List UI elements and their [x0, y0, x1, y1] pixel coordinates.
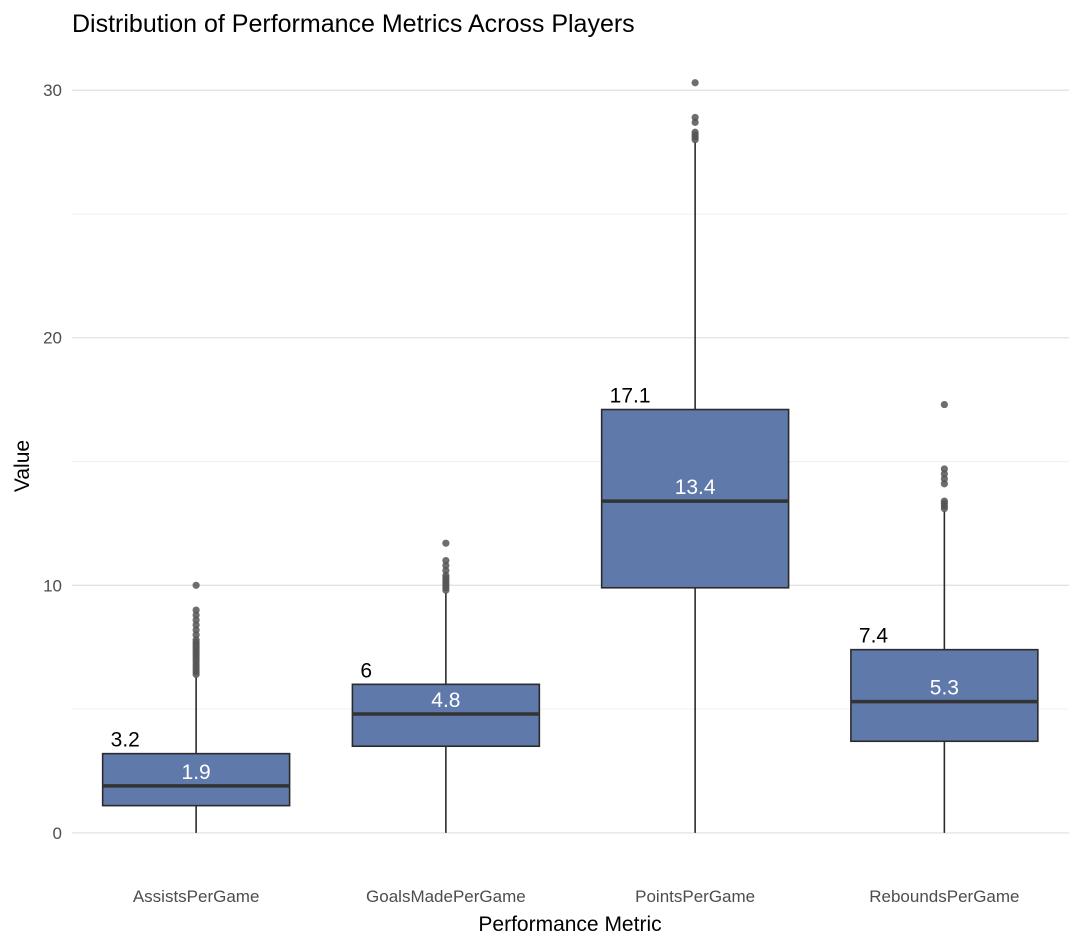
outlier-point — [691, 113, 699, 122]
x-tick-label: PointsPerGame — [635, 887, 755, 906]
axes: 0 10 20 30 AssistsPerGame GoalsMadePerGame Poi… — [43, 81, 1019, 906]
outlier-point — [192, 621, 200, 629]
outlier-point — [192, 581, 200, 589]
outlier-point — [192, 631, 200, 639]
q3-value-label: 6 — [360, 659, 372, 682]
grid-lines — [72, 89, 1069, 834]
outlier-point — [192, 606, 200, 614]
outlier-point — [940, 465, 948, 473]
y-tick-label: 30 — [43, 81, 62, 100]
outlier-point — [691, 128, 699, 136]
outlier-point — [192, 616, 200, 624]
y-tick-label: 20 — [43, 329, 62, 348]
outlier-point — [691, 118, 699, 126]
outlier-point — [192, 611, 200, 619]
outlier-point — [442, 556, 450, 565]
y-tick-label: 10 — [43, 576, 62, 595]
y-tick-label: 0 — [53, 824, 62, 843]
median-value-label: 1.9 — [182, 761, 211, 784]
box-group — [850, 400, 1039, 833]
outlier-point — [691, 79, 699, 87]
box — [600, 408, 790, 589]
outlier-point — [940, 470, 948, 478]
q3-value-label: 17.1 — [610, 385, 651, 408]
outlier-point — [940, 400, 948, 409]
outlier-point — [940, 480, 948, 488]
box — [850, 648, 1039, 743]
outlier-point — [442, 539, 450, 547]
q3-value-label: 7.4 — [859, 625, 889, 648]
outlier-point — [192, 626, 200, 634]
x-tick-label: GoalsMadePerGame — [366, 887, 526, 906]
q3-value-label: 3.2 — [111, 729, 140, 752]
median-value-label: 4.8 — [431, 689, 460, 712]
median-value-label: 13.4 — [675, 476, 716, 499]
box-group — [600, 79, 790, 833]
x-axis-title: Performance Metric — [478, 913, 661, 936]
x-tick-label: AssistsPerGame — [133, 887, 260, 906]
outlier-point — [192, 636, 200, 644]
outlier-point — [442, 566, 450, 575]
box-group — [351, 539, 541, 833]
box-group — [101, 581, 291, 833]
outlier-point — [442, 571, 450, 580]
outlier-point — [940, 497, 948, 505]
outlier-point — [442, 561, 450, 570]
outlier-point — [940, 475, 948, 483]
y-axis-title: Value — [11, 440, 34, 492]
value-labels: 1.9 3.2 4.8 6 13.4 17.1 5.3 7.4 — [111, 385, 959, 784]
box — [101, 752, 291, 807]
chart-title: Distribution of Performance Metrics Acro… — [72, 10, 635, 38]
median-value-label: 5.3 — [930, 677, 959, 700]
box-plots — [101, 79, 1039, 833]
x-tick-label: ReboundsPerGame — [869, 887, 1019, 906]
